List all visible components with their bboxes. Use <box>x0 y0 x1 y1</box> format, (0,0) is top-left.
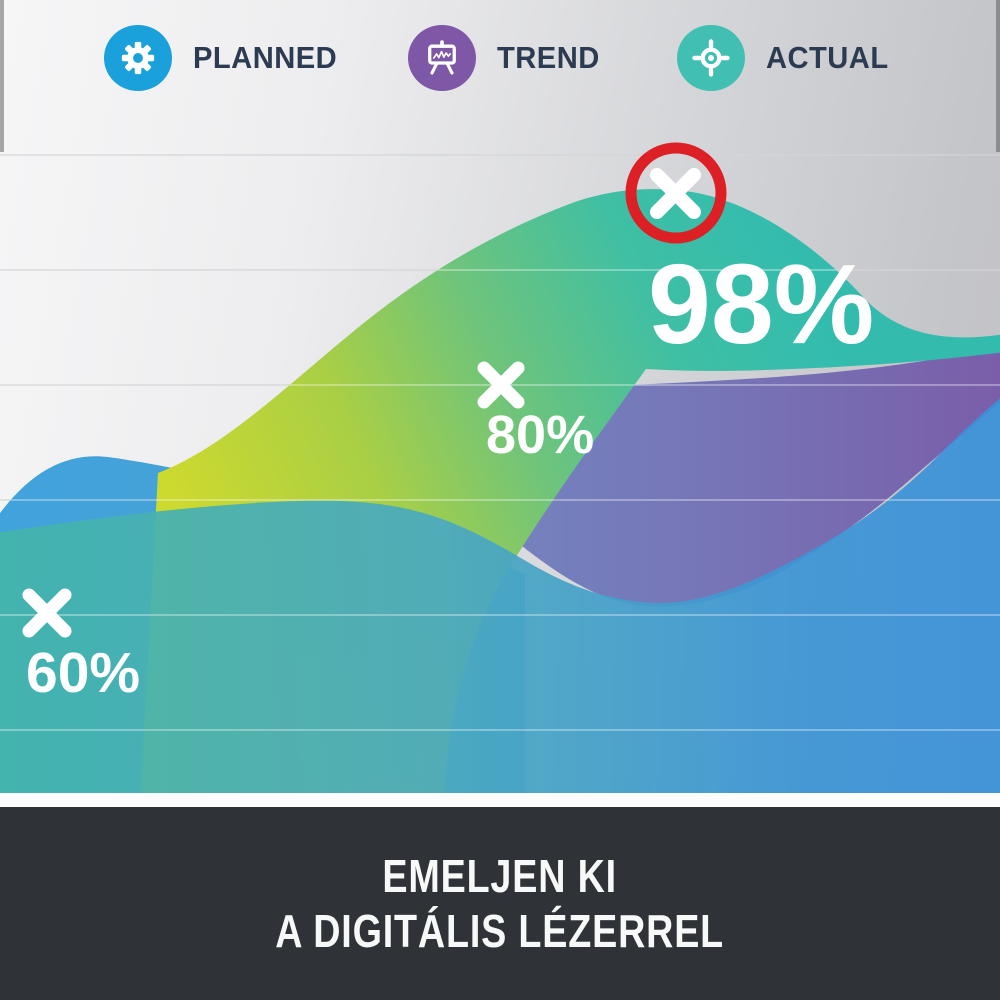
trend-bubble <box>408 25 476 91</box>
footer-bar: EMELJEN KI A DIGITÁLIS LÉZERREL <box>0 807 1000 1000</box>
highlight-circle-annotation <box>625 142 727 244</box>
trend-marker-label: 80% <box>486 405 594 465</box>
chart-legend: PLANNED TREND <box>0 24 1000 92</box>
screen-edge-right <box>996 0 1000 152</box>
planned-area-front <box>0 398 1000 793</box>
screen-edge-left <box>0 0 4 152</box>
headline: EMELJEN KI A DIGITÁLIS LÉZERREL <box>276 849 725 958</box>
planned-marker-label: 60% <box>26 641 140 705</box>
trend-marker-x-icon <box>477 361 525 409</box>
gear-icon <box>121 41 155 75</box>
legend-item-actual[interactable]: ACTUAL <box>677 24 896 92</box>
legend-item-planned[interactable]: PLANNED <box>104 24 346 92</box>
legend-label-actual: ACTUAL <box>766 40 889 75</box>
planned-marker-x-icon <box>22 588 72 638</box>
headline-line2: A DIGITÁLIS LÉZERREL <box>275 904 725 957</box>
headline-line1: EMELJEN KI <box>382 850 618 903</box>
divider-strip <box>0 793 1000 807</box>
chart-canvas: 60% 80% 98% <box>0 142 1000 793</box>
actual-marker-x-icon <box>650 168 701 219</box>
legend-item-trend[interactable]: TREND <box>408 24 606 92</box>
legend-label-trend: TREND <box>497 40 600 75</box>
presentation-chart-icon <box>428 40 456 75</box>
area-chart: 60% 80% 98% <box>0 0 1000 793</box>
actual-marker-label: 98% <box>648 241 874 367</box>
planned-bubble <box>104 25 172 91</box>
target-icon <box>692 39 730 77</box>
actual-bubble <box>677 25 745 91</box>
legend-label-planned: PLANNED <box>193 40 338 75</box>
